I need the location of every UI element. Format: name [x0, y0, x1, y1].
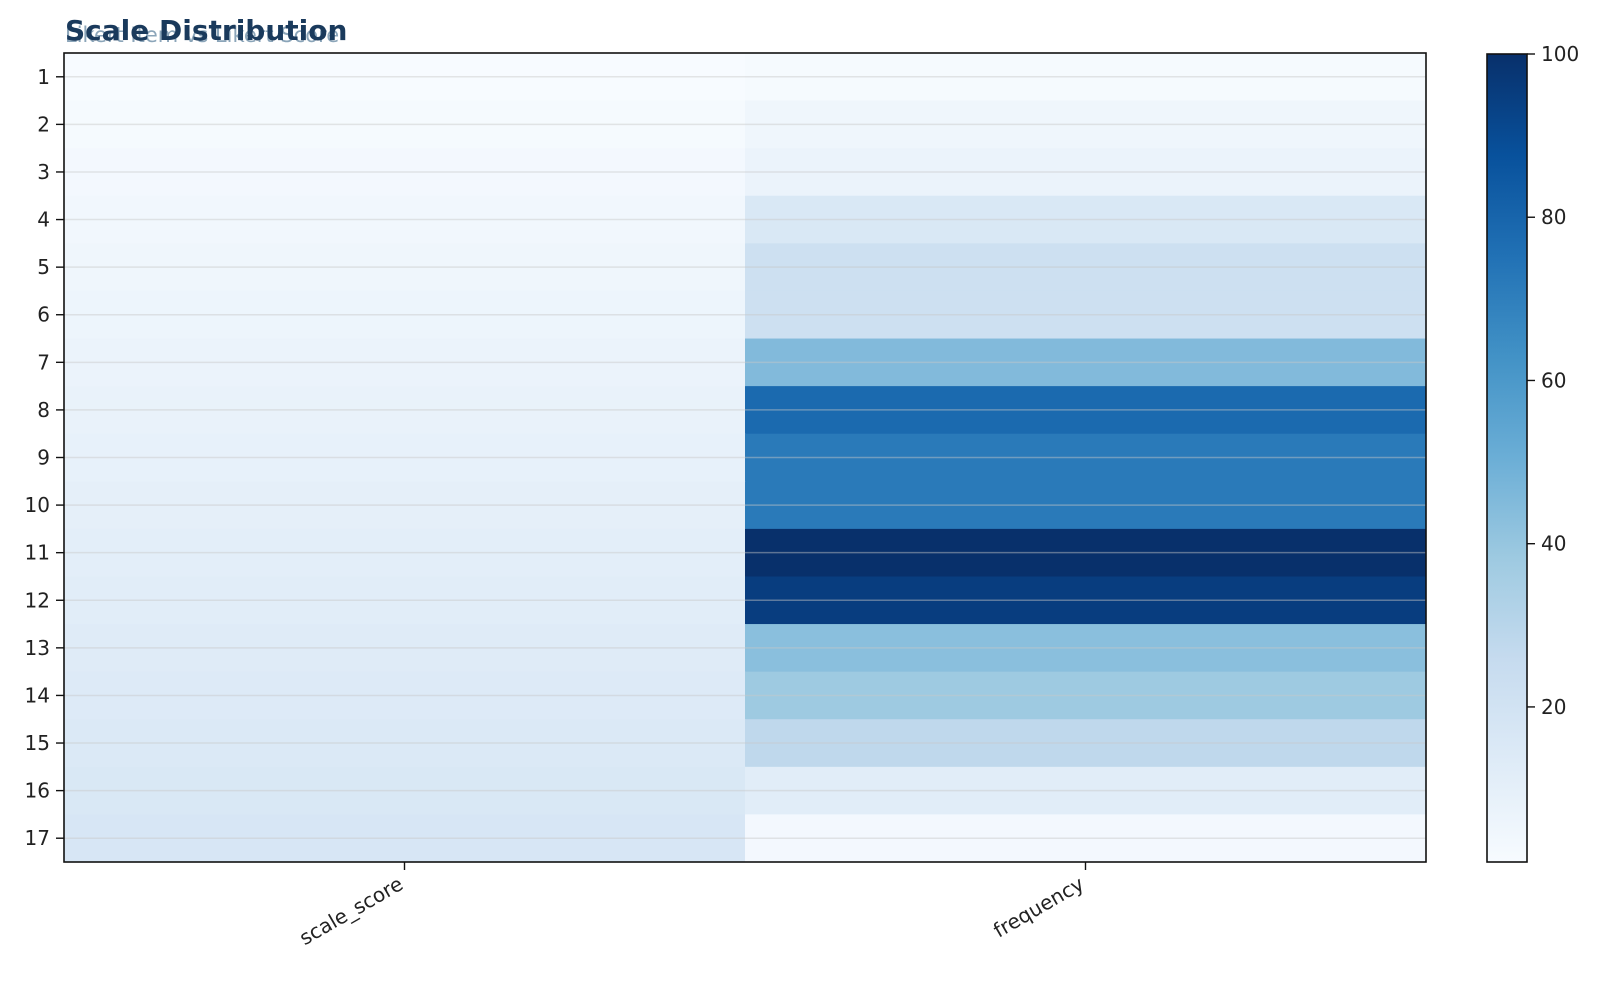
colorbar-tick-label: 80 [1541, 205, 1566, 229]
chart-title: Scale Distribution [65, 14, 347, 47]
y-tick-label: 15 [25, 731, 50, 755]
heatmap-cell [64, 528, 746, 577]
heatmap-cell [64, 338, 746, 387]
heatmap-cell [64, 243, 746, 292]
heatmap-cell [745, 671, 1427, 720]
heatmap-cell [745, 148, 1427, 197]
heatmap-cells [64, 53, 1427, 863]
heatmap-cell [745, 243, 1427, 292]
heatmap-cell [64, 290, 746, 340]
y-tick-label: 2 [37, 112, 50, 136]
heatmap-cell [64, 624, 746, 673]
y-tick-label: 1 [37, 65, 50, 89]
heatmap-cell [64, 814, 746, 863]
heatmap-cell [745, 53, 1427, 102]
colorbar-tick-label: 60 [1541, 368, 1566, 392]
heatmap-cell [745, 814, 1427, 863]
x-axis: scale_score frequency [295, 862, 1088, 950]
heatmap-cell [64, 766, 746, 815]
y-tick-label: 6 [37, 303, 50, 327]
y-tick-label: 10 [25, 493, 50, 517]
heatmap-cell [64, 433, 746, 482]
y-tick-label: 8 [37, 398, 50, 422]
heatmap-cell [64, 195, 746, 244]
colorbar-frame [1486, 53, 1528, 863]
y-tick-label: 9 [37, 446, 50, 470]
colorbar: 20 40 60 80 100 [1486, 42, 1579, 863]
y-tick-label: 16 [25, 779, 50, 803]
y-tick-label: 13 [25, 636, 50, 660]
y-tick-label: 12 [25, 588, 50, 612]
heatmap-cell [745, 338, 1427, 387]
heatmap-cell [64, 386, 746, 435]
heatmap-cell [745, 195, 1427, 244]
heatmap-cell [745, 576, 1427, 625]
colorbar-tick-label: 20 [1541, 695, 1566, 719]
heatmap-cell [64, 576, 746, 625]
heatmap-cell [64, 100, 746, 149]
y-tick-label: 4 [37, 208, 50, 232]
heatmap-cell [745, 528, 1427, 577]
heatmap-cell [745, 719, 1427, 768]
y-tick-label: 7 [37, 350, 50, 374]
y-tick-label: 5 [37, 255, 50, 279]
heatmap-cell [745, 100, 1427, 149]
colorbar-tick-label: 40 [1541, 532, 1566, 556]
row-gridlines [64, 76, 1426, 839]
heatmap-cell [745, 433, 1427, 482]
heatmap-cell [64, 53, 746, 102]
heatmap-cell [745, 386, 1427, 435]
heatmap-cell [745, 290, 1427, 340]
x-tick-label: frequency [989, 871, 1088, 942]
heatmap-cell [64, 481, 746, 530]
heatmap-cell [745, 766, 1427, 815]
heatmap-cell [745, 481, 1427, 530]
x-tick-label: scale_score [295, 872, 407, 950]
heatmap-cell [64, 719, 746, 768]
y-tick-label: 11 [25, 541, 50, 565]
heatmap-cell [64, 671, 746, 720]
chart-subtitle: Likert Item vs Likert Score [65, 23, 339, 47]
y-tick-label: 17 [25, 826, 50, 850]
y-tick-label: 3 [37, 160, 50, 184]
y-tick-label: 14 [25, 683, 50, 707]
colorbar-gradient [1487, 54, 1527, 862]
heatmap-cell [64, 148, 746, 197]
colorbar-ticks: 20 40 60 80 100 [1527, 42, 1579, 719]
plot-frame [63, 52, 1427, 863]
heatmap-cell [745, 624, 1427, 673]
colorbar-tick-label: 100 [1541, 42, 1579, 66]
